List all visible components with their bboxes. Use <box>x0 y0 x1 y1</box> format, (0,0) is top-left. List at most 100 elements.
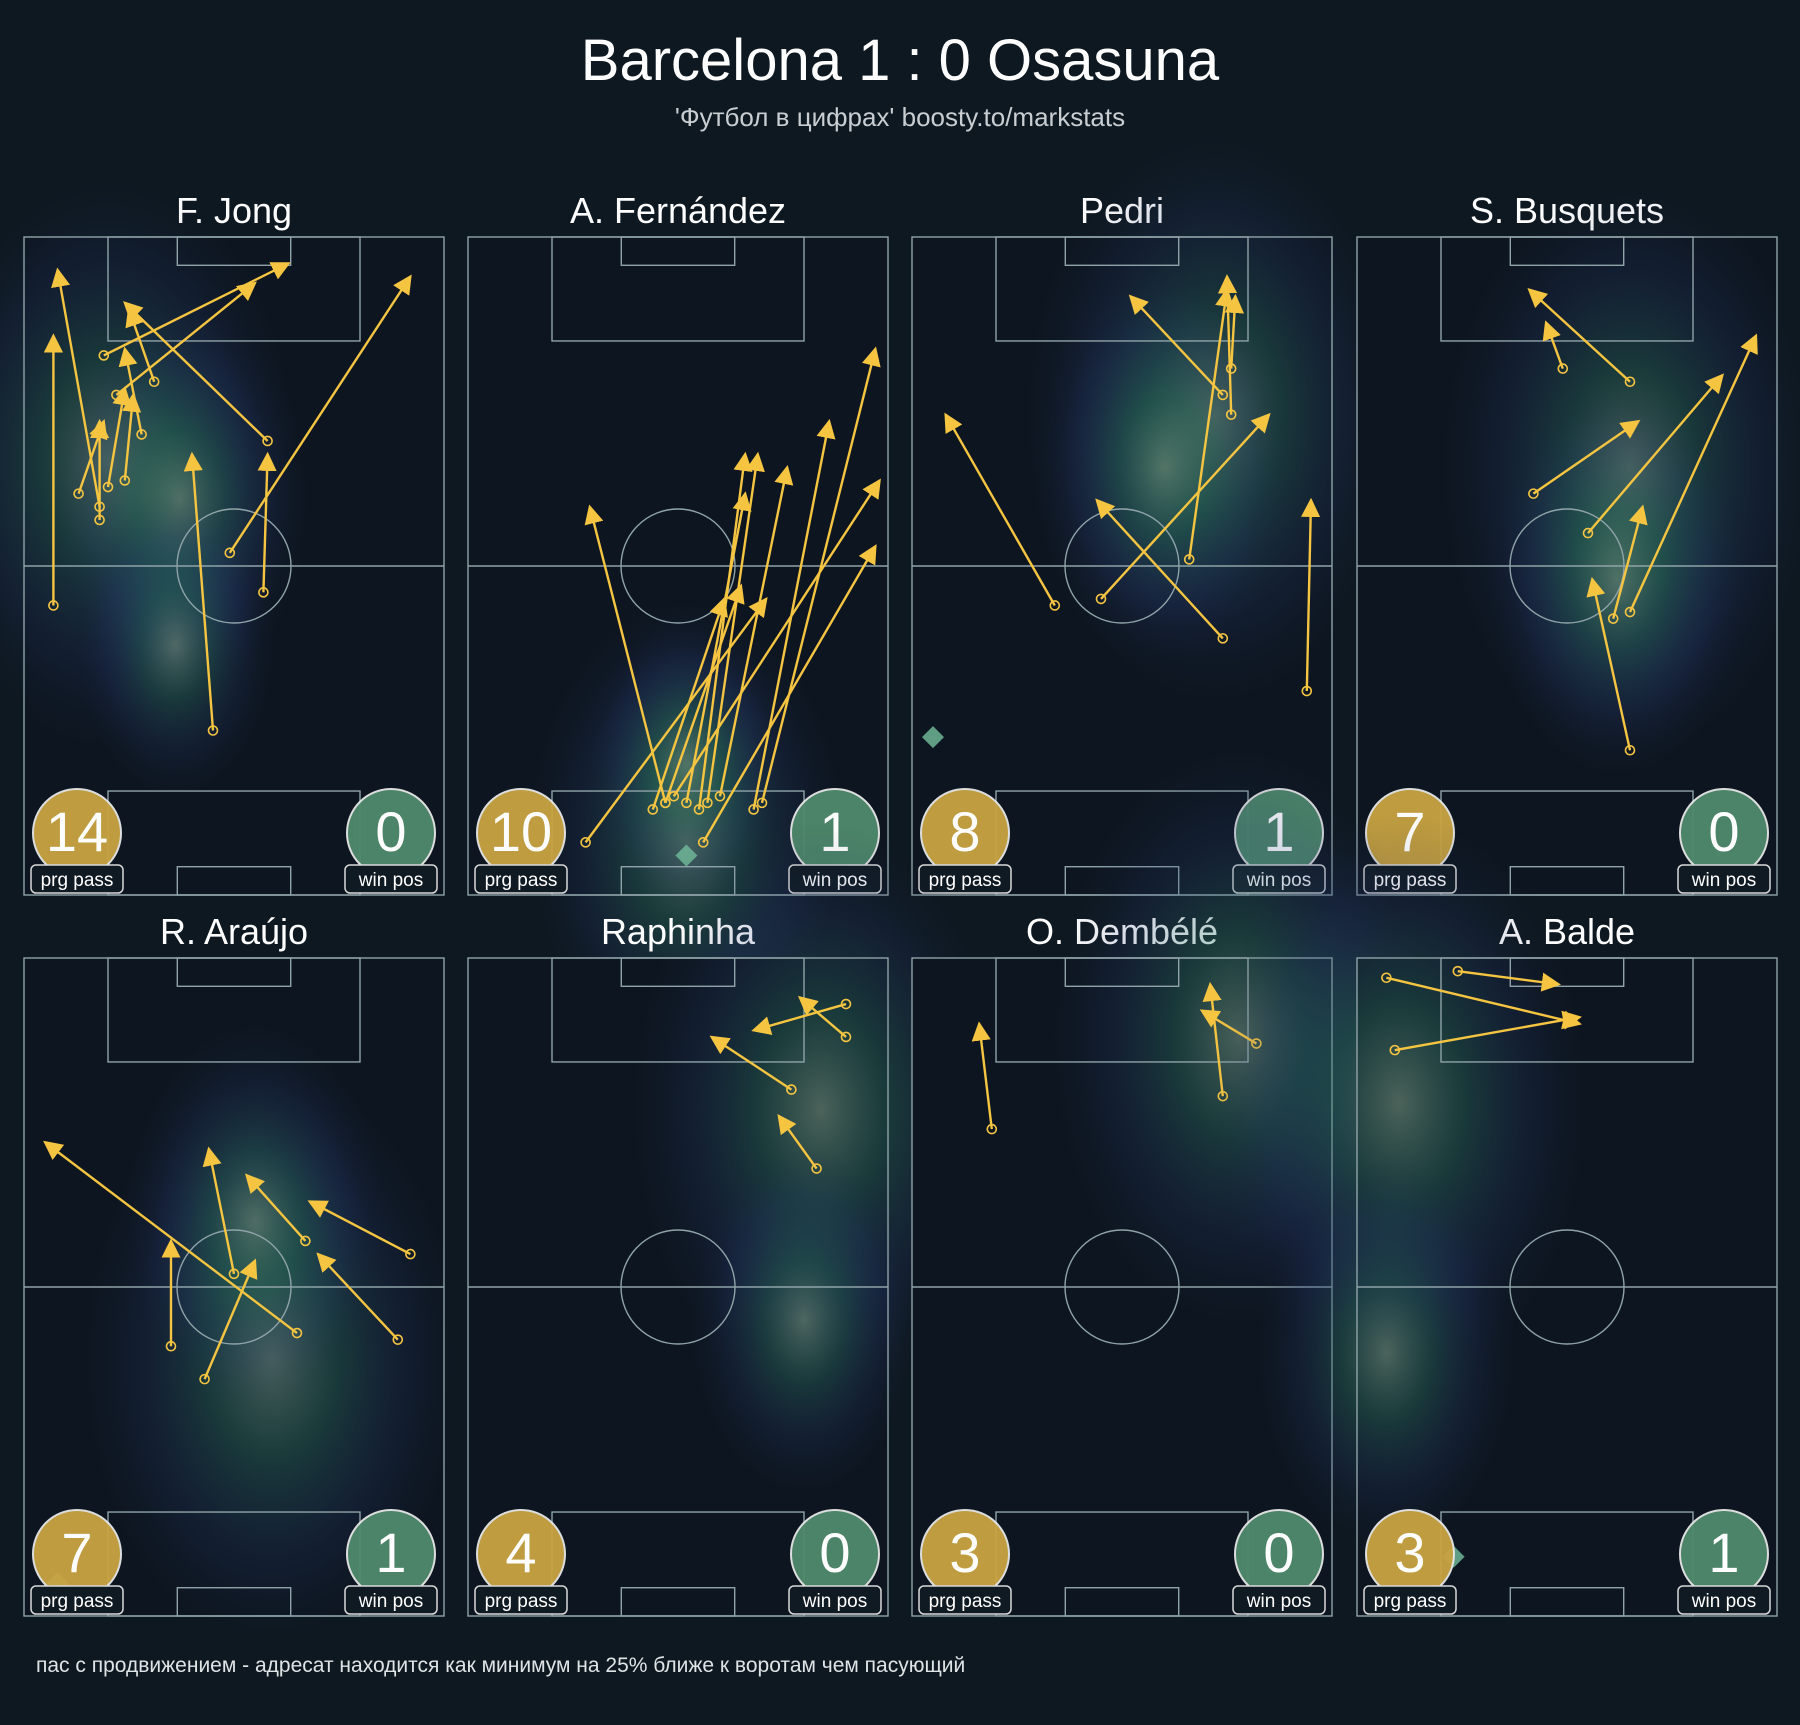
prg-pass-badge-label-box <box>30 864 124 894</box>
bottom-goal-box <box>1509 1587 1625 1617</box>
top-goal-box <box>1064 957 1180 987</box>
win-pos-badge-label-box <box>788 1585 882 1615</box>
player-panel: R. Araújo 7 prg pass 1 win pos <box>23 911 462 1650</box>
prg-pass-badge-value: 3 <box>1394 1521 1425 1584</box>
pass-origin-point <box>1607 613 1619 624</box>
pass-arrow <box>228 274 412 554</box>
prg-pass-badge-label-box <box>30 1585 124 1615</box>
pass-arrow <box>257 451 277 593</box>
pass-origin-point <box>165 1340 177 1352</box>
pass-origin-point <box>224 547 236 559</box>
pass-arrow <box>702 544 877 843</box>
pass-arrow <box>115 281 257 396</box>
prg-pass-badge-label-box <box>918 1585 1012 1615</box>
top-goal-box <box>1509 236 1625 266</box>
pass-arrow <box>183 451 215 731</box>
footer-note: пас с продвижением - адресат находится к… <box>36 1654 965 1677</box>
top-goal-box <box>1509 957 1625 987</box>
pass-origin-point <box>405 1248 416 1260</box>
prg-pass-badge-value: 3 <box>949 1521 980 1584</box>
win-pos-badge-value: 0 <box>819 1521 850 1584</box>
center-circle <box>620 1229 736 1345</box>
bottom-goal-box <box>176 1587 292 1617</box>
pass-origin-point <box>714 790 726 802</box>
pass-origin-point <box>392 1334 404 1345</box>
pass-origin-point <box>681 797 692 809</box>
figure-subtitle: 'Футбол в цифрах' boosty.to/markstats <box>675 102 1125 132</box>
pass-arrow <box>1527 288 1631 383</box>
heatmap-blob <box>125 1023 385 1420</box>
player-name: R. Araújo <box>160 911 308 952</box>
pass-arrow <box>651 596 728 810</box>
prg-pass-badge-label-box <box>474 864 568 894</box>
pass-origin-point <box>1452 965 1464 977</box>
win-pos-badge-label: win pos <box>1246 1591 1311 1612</box>
prg-pass-badge-label: prg pass <box>485 1591 558 1612</box>
pass-arrow <box>43 1140 298 1335</box>
pass-arrow <box>106 385 132 488</box>
top-goal-box <box>620 236 736 266</box>
win-pos-badge-label-box <box>344 1585 438 1615</box>
pass-arrow <box>685 491 752 804</box>
pass-origin-point <box>840 1031 852 1043</box>
win-pos-badge-value: 0 <box>375 800 406 863</box>
pass-arrow <box>1394 1010 1582 1052</box>
win-pos-badge-label-box <box>1232 1585 1326 1615</box>
center-circle <box>1509 1229 1625 1345</box>
heatmap-blob <box>689 1144 919 1495</box>
pass-origin-point <box>148 376 160 388</box>
top-goal-box <box>176 957 292 987</box>
win-pos-badge-label: win pos <box>1691 1591 1756 1612</box>
pass-arrow <box>51 267 101 507</box>
pass-arrow <box>203 1258 258 1380</box>
pass-origin-point <box>1225 363 1237 374</box>
pass-origin-point <box>102 481 114 493</box>
pass-origin-point <box>73 488 84 499</box>
pass-arrow <box>307 1200 411 1256</box>
pass-origin-point <box>840 998 852 1010</box>
win-pos-badge-label: win pos <box>358 870 423 891</box>
pass-origin-point <box>1389 1044 1401 1056</box>
pass-origin-point <box>199 1373 210 1385</box>
pass-origin-point <box>811 1163 822 1174</box>
prg-pass-badge-label: prg pass <box>1374 1591 1447 1612</box>
pass-origin-point <box>94 514 105 526</box>
pass-origin-point <box>1582 527 1594 539</box>
pass-arrow <box>584 596 768 844</box>
pass-arrow <box>718 464 794 797</box>
center-circle <box>1064 508 1180 624</box>
win-pos-badge-label-box <box>1677 1585 1771 1615</box>
pass-arrow <box>944 412 1056 607</box>
center-circle <box>620 508 736 624</box>
figure-title: Barcelona 1 : 0 Osasuna <box>581 28 1220 93</box>
pass-origin-point <box>228 1268 240 1280</box>
center-circle <box>176 508 292 624</box>
pass-origin-point <box>1381 972 1392 984</box>
prg-pass-badge-value: 8 <box>949 800 980 863</box>
pass-arrow <box>1386 976 1582 1030</box>
pass-origin-point <box>702 797 713 809</box>
pass-origin-point <box>786 1084 797 1095</box>
win-possession-marker <box>675 844 698 867</box>
bottom-goal-box <box>1064 1587 1180 1617</box>
pass-origin-point <box>693 804 705 815</box>
win-pos-badge-label: win pos <box>358 1591 423 1612</box>
pass-arrow <box>797 995 847 1038</box>
pass-origin-point <box>1095 593 1107 605</box>
pass-arrow <box>122 392 142 481</box>
pass-origin-point <box>1624 376 1636 388</box>
prg-pass-badge-value: 7 <box>61 1521 92 1584</box>
pass-origin-point <box>580 837 591 848</box>
pass-origin-point <box>1624 744 1636 756</box>
win-pos-badge-label: win pos <box>802 1591 867 1612</box>
prg-pass-badge-value: 14 <box>46 800 108 863</box>
pass-origin-point <box>986 1123 998 1135</box>
pass-origin-point <box>660 797 671 809</box>
pass-arrow <box>1128 294 1224 396</box>
pass-origin-point <box>291 1327 303 1339</box>
pass-arrow <box>245 1173 307 1242</box>
